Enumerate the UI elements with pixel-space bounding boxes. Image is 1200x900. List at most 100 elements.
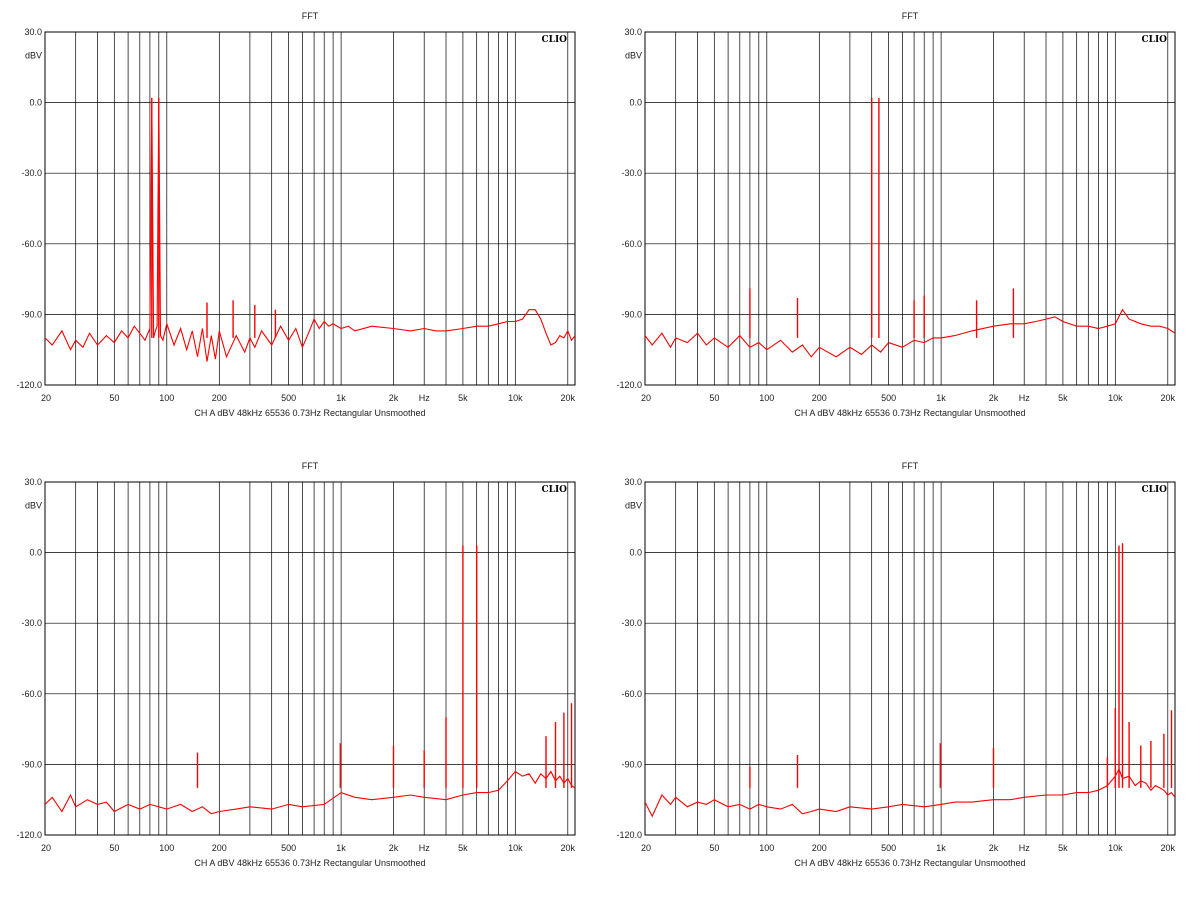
series-group: [45, 97, 575, 362]
y-tick-label: 0.0: [29, 548, 42, 558]
x-tick-label: 500: [881, 843, 896, 853]
x-tick-label: 500: [881, 393, 896, 403]
series-line: [45, 770, 575, 815]
y-tick-label: -120.0: [616, 830, 642, 840]
y-axis-label: dBV: [25, 501, 42, 511]
x-tick-label: 200: [212, 843, 227, 853]
x-tick-label: 100: [159, 393, 174, 403]
x-gridlines: [75, 482, 569, 835]
plot-area: [44, 31, 576, 386]
plot-area: [644, 481, 1176, 836]
y-tick-label: -30.0: [21, 168, 42, 178]
x-tick-label: 5k: [458, 393, 468, 403]
x-tick-label: 200: [812, 393, 827, 403]
chart-title: FFT: [902, 461, 919, 471]
x-tick-label: 1k: [936, 393, 946, 403]
fft-panel-bottom-right: FFT CLIO 30.0 0.0 -30.0 -60.0 -90.0 -120.0 dBV 20…: [600, 450, 1200, 900]
y-axis-label: dBV: [25, 51, 42, 61]
fft-chart-svg: FFT CLIO 30.0 0.0 -30.0 -60.0 -90.0 -120.0 dBV 20…: [16, 461, 576, 868]
chart-footer: CH A dBV 48kHz 65536 0.73Hz Rectangular …: [794, 858, 1025, 868]
y-tick-label: 0.0: [29, 98, 42, 108]
clio-badge: CLIO: [541, 35, 567, 45]
chart-footer: CH A dBV 48kHz 65536 0.73Hz Rectangular …: [194, 858, 425, 868]
y-tick-label: 30.0: [24, 27, 42, 37]
x-tick-label: 20: [41, 393, 51, 403]
fft-chart-svg: FFT CLIO 30.0 0.0 -30.0 -60.0 -90.0 -120.0 dBV 20…: [616, 461, 1176, 868]
x-tick-label: 10k: [508, 393, 523, 403]
y-tick-label: 30.0: [624, 27, 642, 37]
clio-badge: CLIO: [1141, 485, 1167, 495]
y-tick-label: -120.0: [16, 830, 42, 840]
x-tick-label: 500: [281, 843, 296, 853]
x-tick-label: 10k: [1108, 843, 1123, 853]
y-tick-label: -60.0: [621, 689, 642, 699]
x-tick-label: 20k: [1161, 393, 1176, 403]
y-tick-label: -90.0: [621, 759, 642, 769]
x-tick-label: 2k: [989, 843, 999, 853]
y-tick-label: 0.0: [629, 548, 642, 558]
x-tick-label: 5k: [458, 843, 468, 853]
x-tick-label: 1k: [336, 843, 346, 853]
x-tick-label: 200: [212, 393, 227, 403]
y-tick-label: 30.0: [24, 477, 42, 487]
x-gridlines: [675, 482, 1169, 835]
plot-area: [644, 31, 1176, 386]
series-line: [45, 97, 575, 362]
x-tick-label: 2k: [389, 393, 399, 403]
chart-footer: CH A dBV 48kHz 65536 0.73Hz Rectangular …: [794, 408, 1025, 418]
x-tick-label: Hz: [419, 843, 430, 853]
fft-panel-top-right: FFT CLIO 30.0 0.0 -30.0 -60.0 -90.0 -120.0 dBV 20…: [600, 0, 1200, 450]
y-tick-label: -120.0: [616, 380, 642, 390]
x-tick-label: 20: [41, 843, 51, 853]
x-tick-label: 5k: [1058, 393, 1068, 403]
y-tick-label: 0.0: [629, 98, 642, 108]
y-tick-label: -60.0: [21, 689, 42, 699]
clio-badge: CLIO: [1141, 35, 1167, 45]
x-tick-label: 5k: [1058, 843, 1068, 853]
y-gridlines: [645, 552, 1175, 765]
x-tick-label: 100: [159, 843, 174, 853]
clio-badge: CLIO: [541, 485, 567, 495]
series-line: [645, 767, 1175, 818]
chart-title: FFT: [302, 461, 319, 471]
y-tick-label: -30.0: [621, 618, 642, 628]
x-tick-label: 20k: [561, 843, 576, 853]
y-tick-label: -120.0: [16, 380, 42, 390]
x-gridlines: [675, 32, 1169, 385]
y-gridlines: [645, 102, 1175, 315]
y-tick-label: -60.0: [621, 239, 642, 249]
series-group: [645, 543, 1175, 818]
x-tick-label: 20: [641, 843, 651, 853]
x-tick-label: Hz: [419, 393, 430, 403]
y-gridlines: [45, 552, 575, 765]
x-tick-label: 10k: [508, 843, 523, 853]
x-tick-label: Hz: [1019, 843, 1030, 853]
x-tick-label: 50: [709, 843, 719, 853]
x-tick-label: 50: [109, 843, 119, 853]
y-gridlines: [45, 102, 575, 315]
series-group: [45, 545, 575, 815]
y-tick-label: 30.0: [624, 477, 642, 487]
y-tick-label: -90.0: [21, 309, 42, 319]
y-tick-label: -60.0: [21, 239, 42, 249]
y-axis-label: dBV: [625, 51, 642, 61]
plot-area: [44, 481, 576, 836]
series-group: [645, 97, 1175, 358]
fft-chart-svg: FFT CLIO 30.0 0.0 -30.0 -60.0 -90.0 -120.0 dBV 20…: [16, 11, 576, 418]
fft-panel-top-left: FFT CLIO 30.0 0.0 -30.0 -60.0 -90.0 -120.0 dBV 20…: [0, 0, 600, 450]
x-tick-label: 50: [709, 393, 719, 403]
x-tick-label: 100: [759, 393, 774, 403]
y-axis-label: dBV: [625, 501, 642, 511]
y-tick-label: -90.0: [21, 759, 42, 769]
x-tick-label: Hz: [1019, 393, 1030, 403]
fft-chart-svg: FFT CLIO 30.0 0.0 -30.0 -60.0 -90.0 -120.0 dBV 20…: [616, 11, 1176, 418]
x-tick-label: 20k: [561, 393, 576, 403]
x-tick-label: 2k: [989, 393, 999, 403]
fft-panel-bottom-left: FFT CLIO 30.0 0.0 -30.0 -60.0 -90.0 -120.0 dBV 20…: [0, 450, 600, 900]
y-tick-label: -90.0: [621, 309, 642, 319]
x-tick-label: 10k: [1108, 393, 1123, 403]
chart-title: FFT: [902, 11, 919, 21]
chart-footer: CH A dBV 48kHz 65536 0.73Hz Rectangular …: [194, 408, 425, 418]
x-tick-label: 1k: [936, 843, 946, 853]
series-line: [645, 308, 1175, 358]
